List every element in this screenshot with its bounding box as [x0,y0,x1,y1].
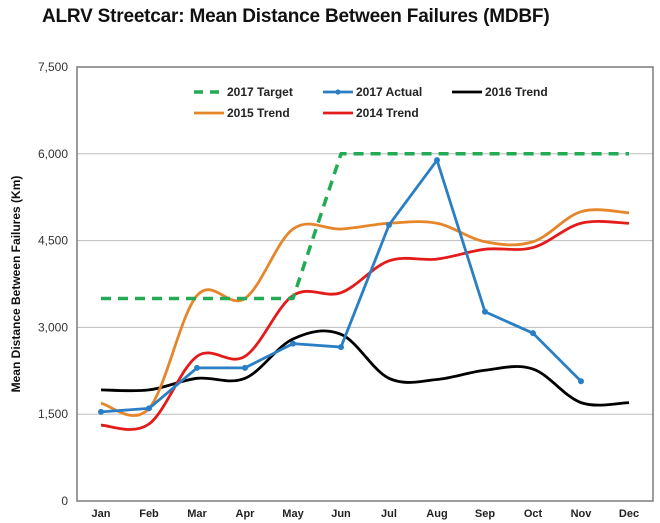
series-line-2017-target [101,152,629,301]
x-tick-label: Oct [524,508,543,520]
y-tick-label: 1,500 [38,407,68,421]
series-2016-trend [100,329,630,407]
x-tick-label: Apr [236,508,256,520]
data-point [482,308,488,315]
x-tick-label: Aug [426,508,447,520]
series-line-2015-trend [100,208,630,417]
x-tick-label: Jul [381,508,397,520]
data-point [434,157,440,164]
x-tick-label: Nov [571,508,593,520]
x-tick-label: Sep [475,508,495,520]
legend-label: 2015 Trend [227,106,290,120]
series-line-2016-trend [100,329,630,407]
y-axis-ticks: 0 1,500 3,000 4,500 6,000 7,500 [38,60,68,508]
gridlines [77,153,653,415]
x-tick-label: Mar [187,508,207,520]
legend-label: 2016 Trend [485,85,548,99]
data-point [530,330,536,337]
series-2017-actual [98,157,584,415]
legend-label: 2017 Actual [356,85,422,99]
y-tick-label: 7,500 [38,60,68,74]
x-tick-label: Dec [619,508,639,520]
legend-item-2014-trend: 2014 Trend [323,106,419,120]
x-axis-ticks: Jan Feb Mar Apr May Jun Jul Aug Sep Oct Nov Dec [92,508,640,520]
data-point [578,378,584,385]
data-point [338,344,344,351]
series-2017-target [101,152,629,301]
legend: 2017 Target 2017 Actual 2016 Trend 2015 Tre… [194,85,548,120]
legend-marker [335,89,341,95]
series-line-2017-actual [100,158,582,414]
legend-item-2015-trend: 2015 Trend [194,106,290,120]
series-2015-trend [100,208,630,417]
data-point [242,364,248,371]
x-tick-label: May [282,508,304,520]
x-tick-label: Feb [139,508,159,520]
series-2014-trend [100,220,630,431]
data-point [290,340,296,347]
plot-frame [76,66,654,502]
data-point [146,405,152,412]
series-group [98,152,630,431]
legend-item-2016-trend: 2016 Trend [452,85,548,99]
chart-title: ALRV Streetcar: Mean Distance Between Fa… [42,6,550,27]
y-tick-label: 6,000 [38,147,68,161]
x-tick-label: Jun [331,508,351,520]
y-tick-label: 0 [61,494,68,508]
data-point [194,364,200,371]
legend-label: 2017 Target [227,85,293,99]
data-point [386,221,392,228]
legend-label: 2014 Trend [356,106,419,120]
legend-item-2017-target: 2017 Target [194,85,293,99]
y-tick-label: 4,500 [38,234,68,248]
series-line-2014-trend [100,220,630,431]
x-tick-label: Jan [92,508,111,520]
y-axis-label: Mean Distance Between Failures (Km) [9,176,23,393]
data-point [98,408,104,415]
y-tick-label: 3,000 [38,320,68,334]
legend-item-2017-actual: 2017 Actual [323,85,422,99]
